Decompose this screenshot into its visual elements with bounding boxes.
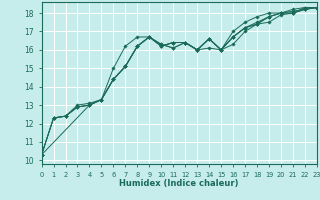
X-axis label: Humidex (Indice chaleur): Humidex (Indice chaleur) [119, 179, 239, 188]
